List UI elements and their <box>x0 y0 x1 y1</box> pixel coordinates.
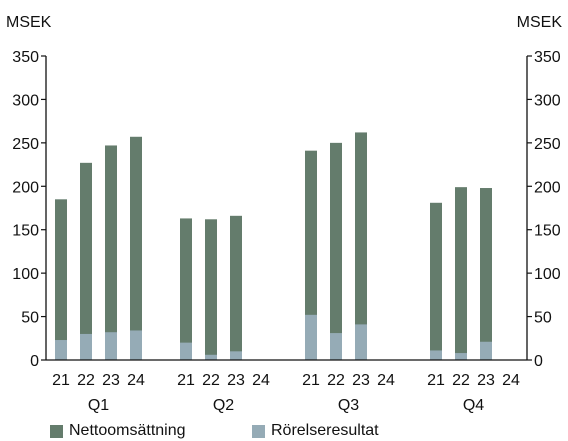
legend-label-rorelseresultat: Rörelseresultat <box>271 422 379 439</box>
y-tick-label-right: 250 <box>534 136 561 153</box>
bar-nettoomsattning-q2-22 <box>205 219 217 360</box>
x-group-label-q1: Q1 <box>88 397 109 414</box>
bar-nettoomsattning-q3-23 <box>355 132 367 360</box>
x-tick-label-year: 23 <box>477 372 495 389</box>
legend-item-rorelseresultat: Rörelseresultat <box>252 422 379 440</box>
bar-rorelseresultat-q3-23 <box>355 324 367 360</box>
bar-nettoomsattning-q1-23 <box>105 145 117 360</box>
legend-swatch-nettoomsattning <box>50 424 63 438</box>
x-tick-label-year: 24 <box>377 372 395 389</box>
x-tick-label-year: 21 <box>427 372 445 389</box>
bar-rorelseresultat-q4-22 <box>455 353 467 360</box>
x-group-label-q3: Q3 <box>338 397 359 414</box>
x-tick-label-year: 21 <box>302 372 320 389</box>
bar-rorelseresultat-q1-23 <box>105 332 117 360</box>
y-tick-label-right: 150 <box>534 223 561 240</box>
x-group-label-q4: Q4 <box>463 397 484 414</box>
x-tick-label-year: 24 <box>502 372 520 389</box>
y-tick-label-left: 150 <box>12 223 39 240</box>
x-tick-label-year: 21 <box>52 372 70 389</box>
y-tick-label-right: 0 <box>534 353 543 370</box>
bar-nettoomsattning-q1-21 <box>55 199 67 360</box>
bar-rorelseresultat-q4-21 <box>430 350 442 360</box>
bar-rorelseresultat-q4-23 <box>480 341 492 360</box>
bar-nettoomsattning-q3-22 <box>330 142 342 360</box>
x-tick-label-year: 22 <box>77 372 95 389</box>
y-tick-label-left: 350 <box>12 49 39 66</box>
bar-rorelseresultat-q3-21 <box>305 314 317 360</box>
x-tick-label-year: 21 <box>177 372 195 389</box>
bar-nettoomsattning-q3-21 <box>305 150 317 360</box>
x-tick-label-year: 24 <box>127 372 145 389</box>
y-tick-label-left: 250 <box>12 136 39 153</box>
bar-rorelseresultat-q2-21 <box>180 342 192 360</box>
bar-nettoomsattning-q4-21 <box>430 202 442 360</box>
bar-rorelseresultat-q3-22 <box>330 333 342 360</box>
y-tick-label-right: 350 <box>534 49 561 66</box>
x-tick-label-year: 22 <box>327 372 345 389</box>
bar-rorelseresultat-q1-21 <box>55 340 67 360</box>
x-tick-label-year: 24 <box>252 372 270 389</box>
x-tick-label-year: 23 <box>102 372 120 389</box>
y-axis-unit-right: MSEK <box>516 14 562 31</box>
y-tick-label-left: 200 <box>12 179 39 196</box>
legend-swatch-rorelseresultat <box>252 424 265 438</box>
y-tick-label-left: 50 <box>21 310 39 327</box>
y-tick-label-left: 0 <box>30 353 39 370</box>
y-tick-label-left: 100 <box>12 266 39 283</box>
bar-rorelseresultat-q1-22 <box>80 333 92 360</box>
bar-nettoomsattning-q4-23 <box>480 188 492 360</box>
x-tick-label-year: 23 <box>352 372 370 389</box>
x-tick-label-year: 23 <box>227 372 245 389</box>
legend-label-nettoomsattning: Nettoomsättning <box>69 422 186 439</box>
bar-rorelseresultat-q2-23 <box>230 351 242 360</box>
bar-nettoomsattning-q2-23 <box>230 215 242 360</box>
y-tick-label-right: 200 <box>534 179 561 196</box>
y-tick-label-right: 50 <box>534 310 552 327</box>
bar-nettoomsattning-q4-22 <box>455 187 467 360</box>
bar-nettoomsattning-q1-22 <box>80 162 92 360</box>
bar-nettoomsattning-q2-21 <box>180 218 192 360</box>
bar-nettoomsattning-q1-24 <box>130 136 142 360</box>
x-tick-label-year: 22 <box>452 372 470 389</box>
x-group-label-q2: Q2 <box>213 397 234 414</box>
x-tick-label-year: 22 <box>202 372 220 389</box>
y-tick-label-right: 300 <box>534 92 561 109</box>
legend-item-nettoomsattning: Nettoomsättning <box>50 422 186 440</box>
bar-rorelseresultat-q1-24 <box>130 330 142 360</box>
y-tick-label-left: 300 <box>12 92 39 109</box>
y-tick-label-right: 100 <box>534 266 561 283</box>
y-axis-unit-left: MSEK <box>6 14 52 31</box>
bar-rorelseresultat-q2-22 <box>205 354 217 360</box>
